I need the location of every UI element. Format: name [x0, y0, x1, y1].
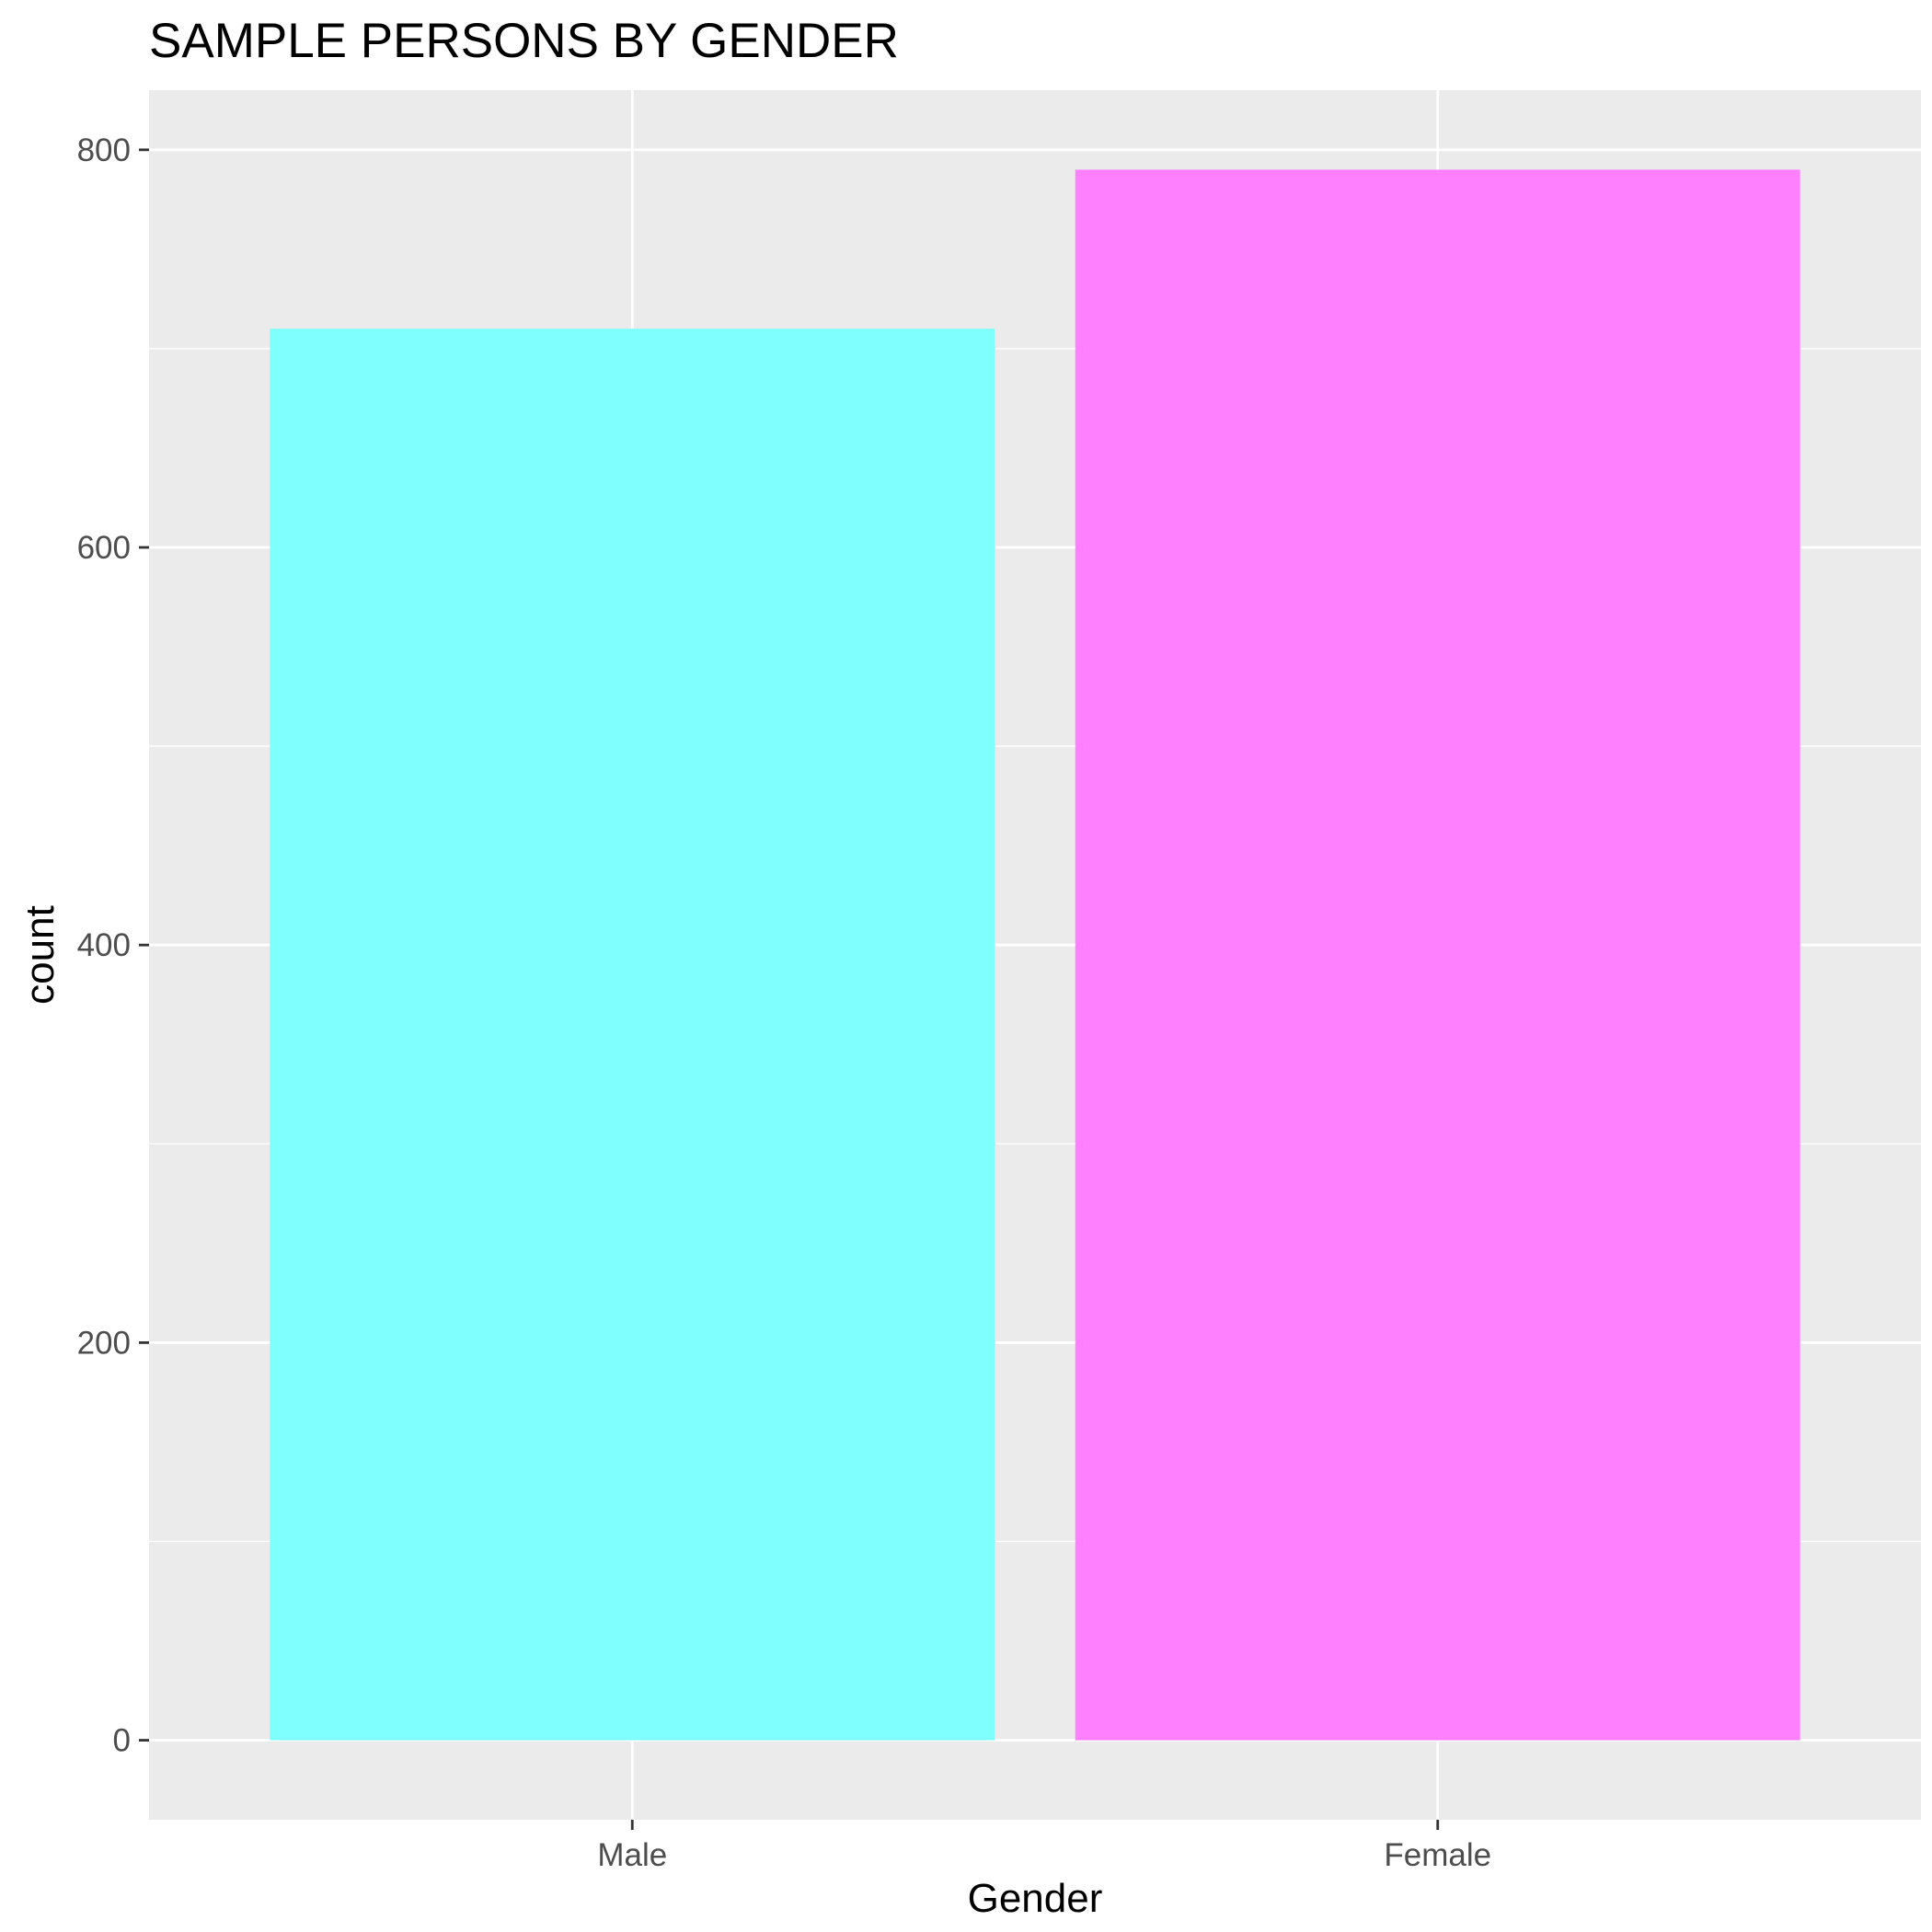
x-tick-label: Female	[1384, 1837, 1491, 1873]
y-axis-title: count	[17, 905, 63, 1005]
bar-male	[270, 328, 995, 1741]
bars	[270, 169, 1800, 1741]
y-tick-label: 800	[77, 132, 131, 168]
chart-title: SAMPLE PERSONS BY GENDER	[149, 14, 899, 68]
y-tick-label: 200	[77, 1325, 131, 1361]
y-tick-label: 400	[77, 927, 131, 963]
x-tick-label: Male	[597, 1837, 667, 1873]
bar-female	[1075, 169, 1800, 1741]
y-axis-ticks: 0 200 400 600 800	[77, 132, 149, 1759]
y-tick-label: 0	[113, 1723, 131, 1759]
x-axis-title: Gender	[968, 1876, 1103, 1921]
x-axis-ticks: Male Female	[597, 1820, 1491, 1873]
y-tick-label: 600	[77, 530, 131, 566]
